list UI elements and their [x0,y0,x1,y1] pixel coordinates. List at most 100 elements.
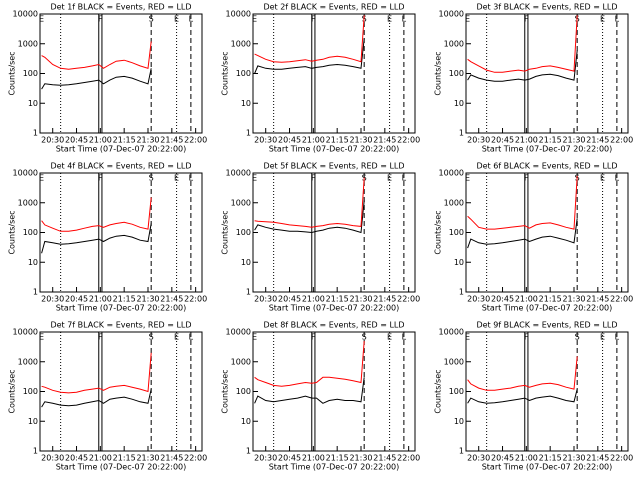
series-line [41,41,152,70]
y-tick-label: 100 [23,387,38,396]
event-marker: S [149,15,154,24]
panel-title: Det 3f BLACK = Events, RED = LLD [476,3,617,12]
x-tick-label: 21:30 [562,295,585,304]
series-line [254,38,365,74]
y-tick-label: 10 [28,99,38,108]
event-marker: E [465,15,470,24]
y-tick-label: 10000 [226,10,251,19]
plot-frame [465,13,629,134]
series-line [41,352,152,394]
event-marker: F [524,174,529,183]
y-tick-label: 1 [33,447,38,456]
panel-title: Det 9f BLACK = Events, RED = LLD [476,321,617,330]
y-tick-label: 100 [23,228,38,237]
x-tick-label: 21:30 [562,454,585,463]
y-tick-label: 10 [454,258,464,267]
event-marker: E [600,15,605,24]
event-marker: S [149,333,154,342]
event-marker: F [98,174,103,183]
y-tick-label: 10 [454,417,464,426]
plot-frame [39,13,203,134]
x-tick-label: 21:45 [586,136,609,145]
y-tick-label: 10 [241,99,251,108]
x-tick-label: 21:45 [160,454,183,463]
y-tick-label: 1000 [18,198,38,207]
x-tick-label: 21:45 [373,454,396,463]
y-tick-label: 10000 [13,328,38,337]
y-tick-label: 10000 [13,169,38,178]
y-tick-label: 10 [454,99,464,108]
event-marker: E [600,333,605,342]
x-tick-label: 22:00 [184,136,207,145]
event-marker: E [600,174,605,183]
x-tick-label: 20:45 [491,136,514,145]
series-line [467,356,578,391]
y-axis-label: Counts/sec [8,210,17,254]
plot-frame [465,331,629,452]
series-line [467,15,578,73]
event-marker: F [311,15,316,24]
event-marker: S [575,333,580,342]
series-line [467,218,578,249]
series-line [254,15,365,63]
x-axis-label: Start Time (07-Dec-07 20:22:00) [269,145,400,154]
y-tick-label: 1000 [444,39,464,48]
event-marker: L [402,174,407,183]
y-tick-label: 100 [236,69,251,78]
x-tick-label: 20:30 [467,454,490,463]
event-marker: F [98,15,103,24]
event-marker: L [402,333,407,342]
event-marker: E [39,333,44,342]
y-tick-label: 1 [246,129,251,138]
y-tick-label: 10 [241,417,251,426]
event-marker: L [615,333,620,342]
x-tick-label: 21:15 [539,454,562,463]
y-tick-label: 100 [236,228,251,237]
x-tick-label: 20:30 [254,454,277,463]
y-tick-label: 10000 [13,10,38,19]
series-line [467,175,578,230]
x-tick-label: 22:00 [610,295,633,304]
x-tick-label: 21:00 [89,295,112,304]
event-marker: E [174,333,179,342]
y-tick-label: 10000 [439,169,464,178]
event-marker: E [387,333,392,342]
event-marker: E [39,174,44,183]
series-line [467,388,578,404]
x-axis-label: Start Time (07-Dec-07 20:22:00) [56,463,187,472]
x-tick-label: 21:45 [160,295,183,304]
x-tick-label: 21:15 [326,454,349,463]
event-marker: L [189,15,194,24]
series-line [41,68,152,90]
x-axis-label: Start Time (07-Dec-07 20:22:00) [56,145,187,154]
y-tick-label: 1000 [231,39,251,48]
y-tick-label: 10000 [226,169,251,178]
x-tick-label: 21:15 [113,295,136,304]
x-tick-label: 21:00 [89,454,112,463]
x-tick-label: 22:00 [397,136,420,145]
series-line [254,200,365,234]
x-tick-label: 20:30 [41,295,64,304]
y-axis-label: Counts/sec [434,51,443,95]
x-axis-label: Start Time (07-Dec-07 20:22:00) [482,145,613,154]
series-line [41,223,152,254]
x-tick-label: 22:00 [397,295,420,304]
event-marker: E [465,333,470,342]
x-tick-label: 20:30 [467,136,490,145]
event-marker: E [174,174,179,183]
y-tick-label: 10 [28,258,38,267]
x-tick-label: 20:30 [254,295,277,304]
series-line [254,340,365,387]
event-marker: E [387,15,392,24]
y-tick-label: 10000 [439,328,464,337]
x-tick-label: 22:00 [184,454,207,463]
event-marker: E [387,174,392,183]
y-axis-label: Counts/sec [221,369,230,413]
x-axis-label: Start Time (07-Dec-07 20:22:00) [56,304,187,313]
y-tick-label: 1000 [444,357,464,366]
x-tick-label: 21:00 [302,295,325,304]
x-axis-label: Start Time (07-Dec-07 20:22:00) [482,304,613,313]
y-axis-label: Counts/sec [8,369,17,413]
event-marker: L [615,15,620,24]
y-axis-label: Counts/sec [8,51,17,95]
